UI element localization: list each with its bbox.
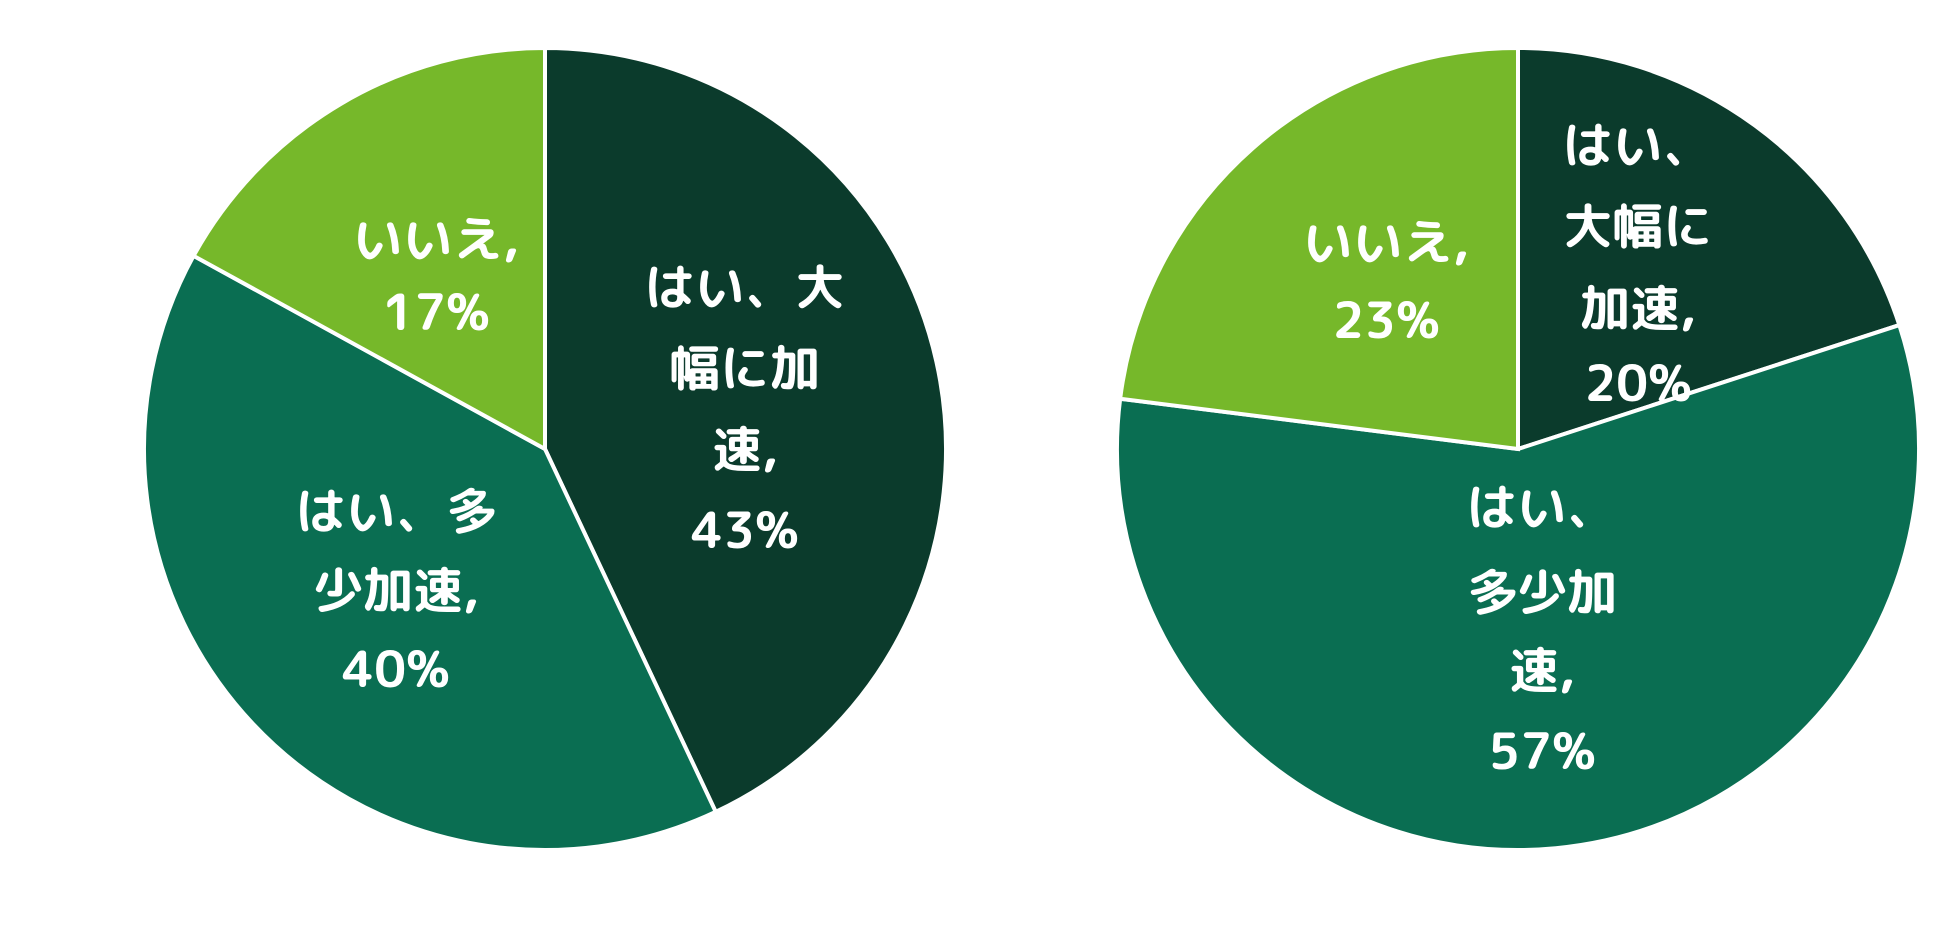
svg-text:多少加: 多少加 xyxy=(1467,556,1617,626)
svg-text:はい、大: はい、大 xyxy=(645,251,845,321)
svg-text:いいえ,: いいえ, xyxy=(1303,206,1469,276)
svg-text:幅に加: 幅に加 xyxy=(670,332,820,402)
svg-text:少加速,: 少加速, xyxy=(313,554,479,624)
svg-text:23%: 23% xyxy=(1332,284,1440,354)
svg-text:大幅に: 大幅に xyxy=(1563,190,1713,260)
svg-text:速,: 速, xyxy=(712,413,778,483)
svg-text:40%: 40% xyxy=(342,633,450,703)
svg-text:加速,: 加速, xyxy=(1580,272,1696,342)
svg-text:はい、: はい、 xyxy=(1563,109,1713,179)
svg-text:はい、多: はい、多 xyxy=(296,475,496,545)
svg-text:速,: 速, xyxy=(1509,634,1575,704)
svg-text:いいえ,: いいえ, xyxy=(353,203,519,273)
svg-text:はい、: はい、 xyxy=(1467,471,1617,541)
svg-text:20%: 20% xyxy=(1584,347,1692,417)
svg-text:57%: 57% xyxy=(1488,715,1596,785)
svg-text:17%: 17% xyxy=(382,276,490,346)
svg-text:43%: 43% xyxy=(691,494,799,564)
